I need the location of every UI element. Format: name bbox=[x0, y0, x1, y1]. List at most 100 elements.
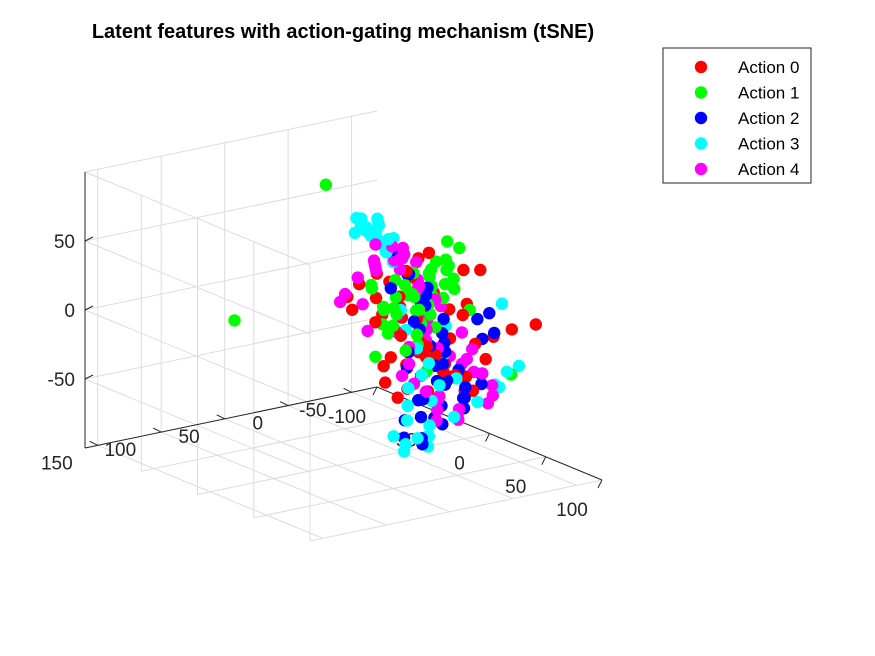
data-point bbox=[411, 432, 424, 445]
data-point bbox=[457, 391, 470, 405]
grid-line bbox=[84, 240, 311, 335]
data-point bbox=[438, 277, 452, 291]
z-tick-mark bbox=[84, 236, 94, 242]
grid-line bbox=[97, 444, 323, 539]
x-tick-label: 100 bbox=[556, 500, 588, 521]
data-point bbox=[512, 359, 526, 373]
data-point bbox=[369, 316, 382, 329]
data-point bbox=[377, 303, 391, 317]
y-tick-label: 50 bbox=[179, 427, 200, 448]
data-point bbox=[402, 382, 415, 395]
axis-lines bbox=[84, 172, 603, 489]
data-point bbox=[448, 282, 461, 296]
chart-title: Latent features with action-gating mecha… bbox=[92, 21, 594, 43]
data-point bbox=[447, 410, 461, 424]
data-point bbox=[471, 312, 484, 326]
x-tick-mark bbox=[485, 433, 490, 442]
data-point bbox=[384, 351, 397, 364]
grid-line bbox=[84, 309, 311, 404]
legend-box bbox=[662, 47, 812, 184]
data-point bbox=[414, 410, 428, 424]
data-point bbox=[399, 344, 412, 357]
data-point bbox=[419, 385, 433, 398]
data-points bbox=[228, 178, 542, 458]
z-tick-label: 0 bbox=[64, 301, 75, 322]
legend-marker bbox=[694, 111, 708, 125]
data-point bbox=[369, 238, 382, 251]
data-point bbox=[369, 350, 382, 363]
grid-line bbox=[84, 317, 378, 380]
data-point bbox=[457, 263, 470, 277]
data-point bbox=[442, 259, 455, 272]
grid-line bbox=[141, 409, 434, 472]
data-point bbox=[410, 256, 423, 269]
data-point bbox=[424, 263, 438, 276]
data-point bbox=[395, 369, 409, 382]
grid-line bbox=[160, 431, 387, 526]
data-point bbox=[369, 264, 383, 277]
data-point bbox=[466, 342, 479, 356]
data-point bbox=[402, 357, 416, 371]
data-point bbox=[483, 307, 496, 320]
data-point bbox=[423, 419, 436, 432]
data-point bbox=[391, 391, 404, 404]
data-point bbox=[500, 365, 514, 378]
data-point bbox=[460, 352, 473, 366]
data-point bbox=[346, 303, 359, 316]
y-tick-mark bbox=[152, 427, 162, 433]
data-point bbox=[459, 380, 472, 394]
x-tick-mark bbox=[541, 456, 547, 465]
y-tick-mark bbox=[89, 440, 98, 446]
legend-label: Action 1 bbox=[738, 84, 799, 103]
z-tick-label: 50 bbox=[54, 232, 75, 253]
data-point bbox=[407, 315, 421, 328]
data-point bbox=[456, 308, 469, 322]
data-point bbox=[397, 445, 411, 458]
data-point bbox=[365, 278, 378, 292]
data-point bbox=[388, 254, 401, 267]
x-tick-mark bbox=[597, 479, 603, 489]
legend-marker bbox=[694, 137, 708, 150]
box-edge bbox=[84, 110, 378, 173]
z-tick-label: -50 bbox=[48, 370, 75, 391]
legend-label: Action 4 bbox=[738, 160, 799, 179]
data-point bbox=[351, 271, 364, 284]
legend-label: Action 2 bbox=[738, 109, 799, 128]
data-point bbox=[453, 241, 466, 255]
data-point bbox=[390, 308, 403, 321]
data-point bbox=[412, 394, 425, 407]
z-tick-mark bbox=[84, 305, 94, 311]
data-point bbox=[389, 291, 403, 304]
data-point bbox=[485, 379, 499, 392]
data-point bbox=[505, 323, 518, 336]
data-point bbox=[479, 352, 492, 366]
data-point bbox=[474, 263, 487, 277]
y-axis-line bbox=[84, 386, 378, 449]
y-tick-label: 150 bbox=[41, 453, 73, 474]
legend-marker bbox=[694, 162, 708, 176]
data-point bbox=[422, 357, 436, 370]
data-point bbox=[384, 282, 397, 295]
grid-line bbox=[253, 456, 546, 519]
data-point bbox=[431, 403, 444, 417]
legend-label: Action 3 bbox=[738, 135, 799, 154]
data-point bbox=[371, 212, 384, 225]
data-point bbox=[455, 326, 469, 339]
data-point bbox=[412, 303, 426, 316]
data-point bbox=[481, 397, 495, 410]
data-point bbox=[398, 279, 412, 292]
data-point bbox=[381, 327, 395, 340]
data-point bbox=[400, 414, 414, 427]
data-point bbox=[422, 246, 436, 259]
data-point bbox=[415, 368, 428, 382]
legend-marker bbox=[694, 86, 708, 99]
legend-label: Action 0 bbox=[738, 58, 799, 77]
grid-line bbox=[197, 433, 490, 495]
data-point bbox=[369, 291, 383, 305]
data-point bbox=[379, 376, 392, 389]
data-point bbox=[394, 329, 408, 342]
data-point bbox=[529, 318, 542, 331]
data-point bbox=[356, 298, 369, 311]
grid-line bbox=[84, 248, 378, 311]
